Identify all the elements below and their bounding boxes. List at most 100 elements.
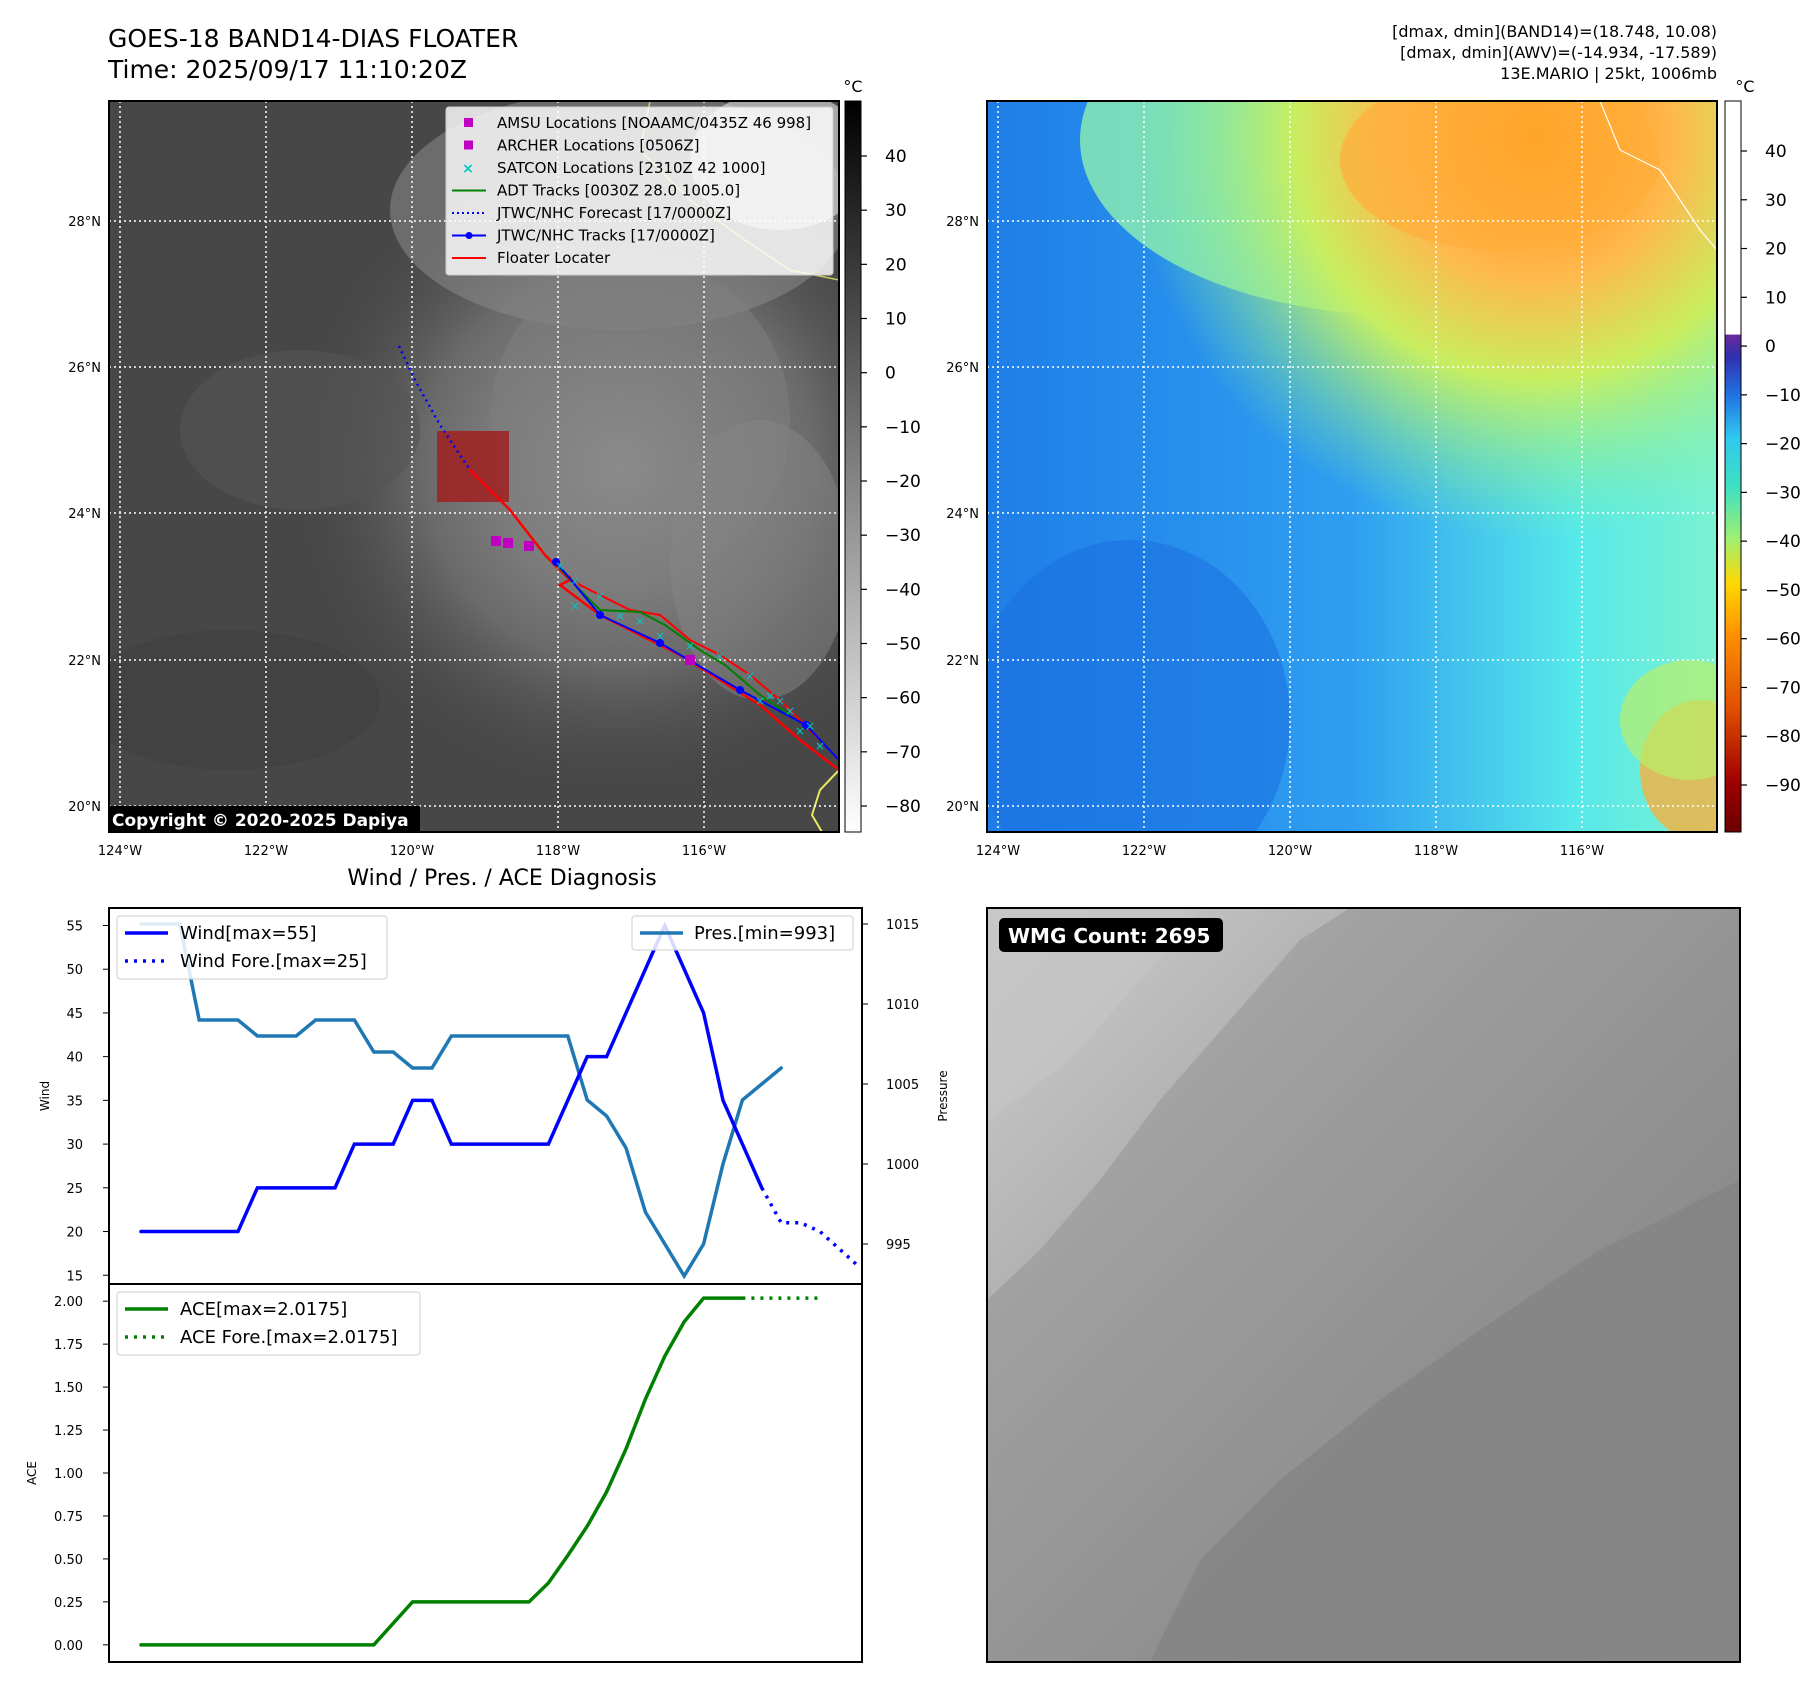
pressure-axis-label: Pressure: [936, 1070, 950, 1121]
wv-colorbar-tick-label: 20: [1765, 240, 1787, 260]
legend-entry-label: SATCON Locations [2310Z 42 1000]: [497, 159, 765, 177]
legend-entry-label: ADT Tracks [0030Z 28.0 1005.0]: [497, 182, 740, 200]
legend-entry-label: JTWC/NHC Forecast [17/0000Z]: [496, 204, 731, 222]
wv-colorbar-tick-label: −80: [1765, 727, 1801, 747]
wv-image-panel: 124°W 122°W 120°W 118°W 116°W 28°N 26°N 24°N 22°…: [946, 100, 1718, 859]
satcon-location-marker: ×: [595, 589, 605, 603]
wv-colorbar-tick-label: −90: [1765, 776, 1801, 796]
legend-entry-label: Floater Locater: [497, 249, 611, 267]
figure-time: Time: 2025/09/17 11:10:20Z: [108, 55, 467, 84]
wv-lon-tick-label: 124°W: [976, 844, 1020, 859]
satcon-location-marker: ×: [685, 639, 695, 653]
ir-colorbar-tick-label: −60: [885, 689, 921, 709]
jtwc-forecast-track: [397, 345, 472, 471]
info-line-awv: [dmax, dmin](AWV)=(-14.934, -17.589): [1400, 43, 1717, 62]
legend-square-icon: [464, 118, 473, 127]
wv-colorbar: °C 40 30 20 10 0 −10 −20 −30 −40 −50 −60 −70 −80 −90: [1724, 77, 1801, 833]
ir-colorbar-tick-label: 40: [885, 147, 907, 167]
ir-colorbar-tick-label: −50: [885, 635, 921, 655]
pressure-ytick-label: 1005: [886, 1078, 919, 1093]
ir-lat-tick-label: 24°N: [68, 507, 101, 522]
wv-lat-tick-label: 20°N: [946, 800, 979, 815]
pressure-ytick-label: 1000: [886, 1158, 919, 1173]
pressure-ytick-label: 995: [886, 1238, 911, 1253]
adt-track: [554, 562, 791, 716]
ace-ytick-label: 0.25: [54, 1596, 83, 1611]
ir-colorbar-tick-label: −20: [885, 472, 921, 492]
wv-colorbar-unit: °C: [1735, 77, 1754, 96]
legend-entry-label: Pres.[min=993]: [694, 923, 835, 944]
wind-ytick-label: 40: [66, 1051, 83, 1066]
ir-colorbar-tick-label: 0: [885, 364, 896, 384]
ir-colorbar-tick-label: 30: [885, 201, 907, 221]
ace-ytick-label: 2.00: [54, 1295, 83, 1310]
legend-dot-icon: [465, 232, 473, 239]
wind-axis-label: Wind: [38, 1081, 52, 1111]
wv-colorbar-tick-label: 30: [1765, 191, 1787, 211]
ir-colorbar-tick-label: −30: [885, 526, 921, 546]
wind-ytick-label: 30: [66, 1138, 83, 1153]
ace-ytick-label: 0.75: [54, 1510, 83, 1525]
pressure-series-line: [139, 922, 783, 1280]
amsu-location-marker: [685, 655, 695, 665]
wind-ytick-label: 15: [66, 1269, 83, 1284]
ir-lon-tick-label: 120°W: [390, 844, 434, 859]
satcon-location-marker: ×: [775, 694, 785, 708]
wv-lat-tick-label: 26°N: [946, 361, 979, 376]
ace-series-line: [139, 1296, 745, 1647]
legend-entry-label: ARCHER Locations [0506Z]: [497, 137, 700, 155]
ace-legend-box: [116, 1291, 421, 1356]
satcon-location-marker: ×: [570, 599, 580, 613]
ace-ytick-label: 1.50: [54, 1381, 83, 1396]
legend-x-icon: ×: [462, 161, 474, 177]
amsu-location-marker: [491, 536, 501, 546]
wv-lat-tick-label: 22°N: [946, 654, 979, 669]
wv-lon-tick-label: 116°W: [1560, 844, 1604, 859]
wind-ytick-label: 20: [66, 1226, 83, 1241]
copyright-text: Copyright © 2020-2025 Dapiya: [112, 811, 409, 831]
wind-ytick-label: 35: [66, 1094, 83, 1109]
ir-lat-tick-label: 26°N: [68, 361, 101, 376]
wv-lon-tick-label: 120°W: [1268, 844, 1312, 859]
wmg-count-box: [999, 918, 1223, 952]
ace-ytick-label: 0.50: [54, 1553, 83, 1568]
ir-storm-tracks: ×××× ×××××××××× ×××: [397, 345, 839, 771]
jtwc-best-track: [555, 561, 839, 761]
legend-square-icon: [464, 140, 473, 150]
ir-colorbar-tick-label: −10: [885, 418, 921, 438]
legend-entry-label: ACE Fore.[max=2.0175]: [180, 1327, 398, 1348]
satcon-location-marker: ×: [555, 559, 565, 573]
wv-colorbar-tick-label: 0: [1765, 337, 1776, 357]
satcon-location-marker: ×: [805, 719, 815, 733]
ace-ytick-label: 1.00: [54, 1467, 83, 1482]
ir-lon-tick-label: 124°W: [98, 844, 142, 859]
copyright-box: [108, 806, 420, 832]
legend-entry-label: Wind[max=55]: [180, 923, 317, 944]
satcon-location-marker: ×: [815, 739, 825, 753]
wv-colorbar-tick-label: −10: [1765, 386, 1801, 406]
wv-colorbar-tick-label: −70: [1765, 678, 1801, 698]
ir-image-panel: 124°W 122°W 120°W 118°W 116°W 28°N 26°N 24°N 22°…: [68, 100, 840, 859]
legend-entry-label: AMSU Locations [NOAAMC/0435Z 46 998]: [497, 114, 811, 132]
wv-colorbar-tick-label: −60: [1765, 630, 1801, 650]
info-line-storm: 13E.MARIO | 25kt, 1006mb: [1500, 64, 1717, 83]
pressure-legend-box: [631, 915, 854, 951]
satcon-location-marker: ×: [785, 704, 795, 718]
amsu-location-marker: [524, 541, 534, 551]
wv-lat-tick-label: 28°N: [946, 215, 979, 230]
ir-lat-tick-label: 22°N: [68, 654, 101, 669]
ir-legend: AMSU Locations [NOAAMC/0435Z 46 998] ARCH…: [445, 106, 834, 276]
ir-lon-tick-label: 116°W: [682, 844, 726, 859]
ir-colorbar-tick-label: −40: [885, 580, 921, 600]
jtwc-track-point: [802, 721, 810, 729]
wv-colorbar-tick-label: −40: [1765, 532, 1801, 552]
satcon-location-marker: ×: [755, 694, 765, 708]
satcon-location-marker: ×: [570, 574, 580, 588]
wind-ytick-label: 50: [66, 963, 83, 978]
wv-moisture-field: [987, 101, 1717, 832]
satcon-location-marker: ×: [615, 609, 625, 623]
wv-lat-tick-label: 24°N: [946, 507, 979, 522]
wind-ytick-label: 25: [66, 1182, 83, 1197]
